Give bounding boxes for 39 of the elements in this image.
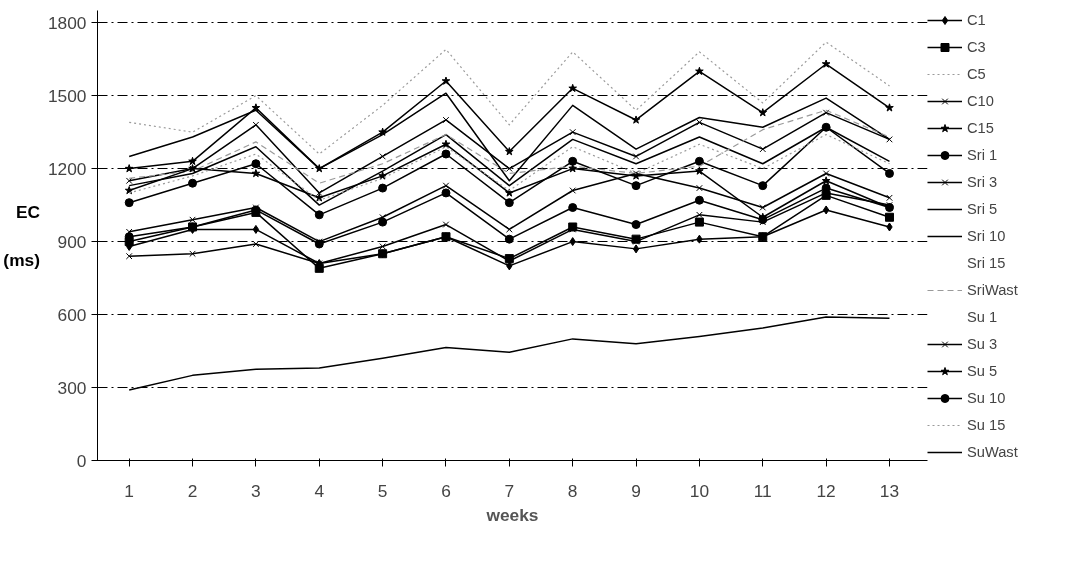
y-tick-label: 1500 bbox=[47, 85, 87, 106]
y-tick-label: 0 bbox=[76, 450, 87, 471]
legend-label: Su 3 bbox=[967, 335, 998, 354]
x-tick-label: 1 bbox=[124, 480, 134, 501]
x-tick-label: 7 bbox=[504, 480, 515, 501]
legend-label: Sri 10 bbox=[967, 227, 1006, 246]
legend-label: Su 5 bbox=[967, 362, 998, 381]
x-tick-label: 8 bbox=[567, 480, 578, 501]
x-tick-label: 13 bbox=[879, 480, 900, 501]
text: Su 1 bbox=[967, 308, 998, 327]
legend-label: Sri 3 bbox=[967, 173, 998, 192]
legend-label: C3 bbox=[967, 38, 987, 57]
x-tick-label: 6 bbox=[441, 480, 451, 501]
legend-label: C1 bbox=[967, 11, 987, 30]
x-tick-label: 11 bbox=[753, 480, 772, 501]
text: EC (ms) bbox=[3, 201, 40, 270]
x-tick-label: 9 bbox=[631, 480, 641, 501]
legend-label: Su 15 bbox=[967, 416, 1006, 435]
legend-label: C15 bbox=[967, 119, 994, 138]
text: Sri 15 bbox=[967, 254, 1006, 273]
legend-label: SriWast bbox=[967, 281, 1018, 300]
x-tick-label: 10 bbox=[689, 480, 710, 501]
x-tick-label: 12 bbox=[816, 480, 836, 501]
legend-label: Sri 1 bbox=[967, 146, 998, 165]
legend-label: C5 bbox=[967, 65, 987, 84]
x-tick-label: 3 bbox=[251, 480, 261, 501]
y-tick-label: 300 bbox=[57, 377, 87, 398]
y-tick-label: 900 bbox=[57, 231, 87, 252]
legend-label: Sri 5 bbox=[967, 200, 998, 219]
y-tick-label: 1200 bbox=[47, 158, 87, 179]
legend-label: C10 bbox=[967, 92, 994, 111]
x-tick-label: 5 bbox=[377, 480, 388, 501]
x-tick-label: 4 bbox=[314, 480, 325, 501]
legend-label: Su 10 bbox=[967, 389, 1006, 408]
legend-label: SuWast bbox=[967, 443, 1018, 462]
y-tick-label: 1800 bbox=[47, 12, 87, 33]
x-axis-title: weeks bbox=[485, 504, 539, 525]
x-tick-label: 2 bbox=[187, 480, 198, 501]
y-tick-label: 600 bbox=[57, 304, 87, 325]
